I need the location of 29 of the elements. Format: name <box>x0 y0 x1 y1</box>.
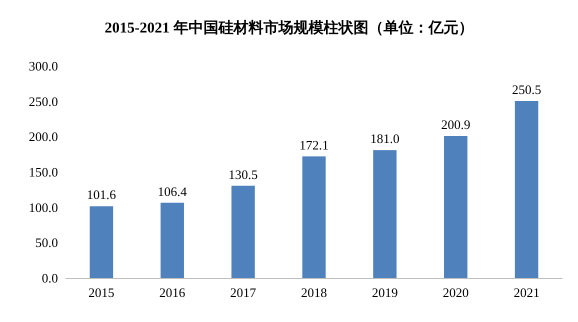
x-tick-label: 2021 <box>514 285 540 300</box>
x-tick-label: 2016 <box>159 285 186 300</box>
x-tick-label: 2018 <box>301 285 327 300</box>
y-tick-label: 300.0 <box>28 58 58 74</box>
y-tick-label: 250.0 <box>28 94 58 109</box>
y-tick-label: 50.0 <box>35 235 58 250</box>
y-tick-label: 200.0 <box>28 129 58 144</box>
y-tick-label: 0.0 <box>42 270 58 286</box>
data-label: 250.5 <box>512 82 542 97</box>
y-tick-label: 100.0 <box>28 200 58 215</box>
data-label: 130.5 <box>228 166 258 182</box>
bar <box>444 136 468 278</box>
bar <box>90 206 114 278</box>
chart-title: 2015-2021 年中国硅材料市场规模柱状图（单位：亿元） <box>104 18 474 36</box>
bar <box>231 186 255 278</box>
bar <box>373 150 397 278</box>
data-label: 200.9 <box>441 117 470 132</box>
x-tick-label: 2017 <box>230 285 257 300</box>
bar <box>160 202 184 278</box>
x-tick-label: 2015 <box>88 285 114 300</box>
data-label: 106.4 <box>158 184 188 199</box>
bar <box>514 100 538 278</box>
data-label: 101.6 <box>86 187 117 202</box>
x-tick-label: 2019 <box>372 285 398 300</box>
data-label: 172.1 <box>299 137 329 152</box>
y-tick-label: 150.0 <box>28 164 58 180</box>
bar <box>302 156 326 278</box>
data-label: 181.0 <box>370 131 400 146</box>
x-tick-label: 2020 <box>442 285 469 300</box>
